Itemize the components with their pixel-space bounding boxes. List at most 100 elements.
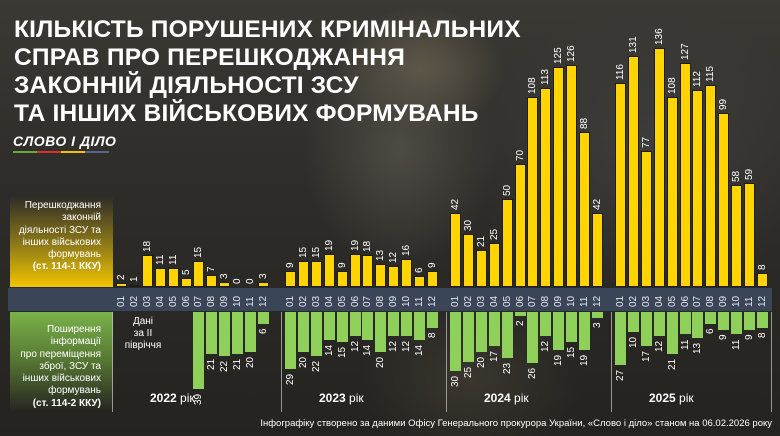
value-label: 9 [426, 262, 438, 269]
bar-114-1 [501, 199, 513, 287]
value-label: 11 [154, 254, 166, 265]
year-label: 2022 рік [150, 391, 195, 405]
value-label: 3 [257, 273, 269, 279]
value-label: 23 [501, 362, 513, 374]
bar-114-1 [705, 84, 717, 287]
value-label: 2 [116, 274, 127, 281]
title-line-3: ЗАКОННІЙ ДІЯЛЬНОСТІ ЗСУ [14, 72, 359, 99]
bar-114-1 [310, 260, 322, 287]
value-label: 9 [744, 334, 755, 340]
bar-114-2 [297, 312, 309, 352]
legend-text: законній [61, 212, 101, 224]
bar-114-1 [514, 163, 526, 287]
bar-114-2 [349, 312, 361, 336]
value-label: 8 [426, 332, 438, 338]
value-label: 9 [285, 262, 296, 269]
value-label: 29 [285, 374, 296, 386]
month-label: 03 [310, 295, 322, 307]
bar-114-1 [180, 278, 192, 287]
value-label: 50 [501, 184, 513, 196]
bar-114-2 [679, 312, 691, 334]
legend-text: Поширення [47, 324, 101, 335]
month-label: 06 [679, 295, 691, 307]
title-line-4: ТА ІНШИХ ВІЙСЬКОВИХ ФОРМУВАНЬ [14, 100, 479, 127]
bar-114-2 [245, 312, 256, 352]
bar-114-2 [388, 312, 400, 336]
value-label: 11 [679, 339, 691, 350]
value-label: 7 [206, 266, 218, 272]
page-title: КІЛЬКІСТЬ ПОРУШЕНИХ КРИМІНАЛЬНИХ СПРАВ П… [14, 16, 521, 128]
value-label: 17 [640, 350, 652, 362]
value-label: 115 [705, 65, 717, 82]
value-label: 113 [540, 69, 552, 86]
value-label: 18 [141, 241, 153, 253]
month-label: 01 [450, 295, 461, 307]
month-label: 08 [705, 295, 717, 307]
month-label: 01 [285, 295, 296, 307]
month-label: 07 [193, 295, 205, 307]
value-label: 12 [653, 340, 665, 352]
month-label: 11 [579, 296, 590, 307]
month-label: 03 [141, 295, 153, 307]
bar-114-1 [679, 63, 691, 287]
value-label: 15 [297, 246, 309, 258]
legend-text: зброї, ЗСУ та [39, 360, 101, 372]
value-label: 127 [679, 43, 691, 61]
month-label: 04 [488, 295, 500, 307]
bar-114-1 [591, 213, 603, 287]
value-label: 10 [627, 336, 639, 348]
bar-114-2 [193, 312, 205, 390]
legend-text: інформації [50, 336, 101, 348]
value-label: 12 [540, 340, 552, 352]
value-label: 9 [336, 262, 348, 269]
value-label: 9 [718, 334, 730, 340]
value-label: 59 [744, 169, 755, 181]
bar-114-2 [501, 312, 513, 358]
month-label: 01 [116, 295, 127, 307]
bar-114-1 [744, 183, 755, 287]
year-divider [446, 312, 447, 412]
month-label: 02 [627, 295, 639, 307]
month-label: 09 [388, 295, 400, 307]
note-line: Дані [132, 316, 154, 327]
month-label: 07 [527, 295, 539, 307]
legend-article-114-1: Перешкоджання законній діяльності ЗСУ та… [10, 196, 113, 287]
legend-text: інших військових [22, 236, 101, 248]
month-label: 12 [756, 295, 768, 307]
bar-114-2 [666, 312, 678, 354]
value-label: 0 [232, 278, 244, 284]
value-label: 25 [488, 228, 500, 240]
legend-text: формувань [48, 249, 101, 261]
value-label: 39 [193, 394, 205, 406]
month-label: 07 [692, 295, 704, 307]
month-label: 06 [180, 295, 192, 307]
value-label: 20 [245, 356, 256, 368]
value-label: 20 [475, 356, 487, 368]
month-label: 04 [323, 295, 335, 307]
month-label: 01 [615, 295, 626, 307]
value-label: 30 [450, 376, 461, 388]
bar-114-2 [488, 312, 500, 346]
bar-114-1 [257, 281, 269, 287]
value-label: 27 [615, 370, 626, 382]
bar-114-1 [426, 271, 438, 287]
bar-114-1 [297, 260, 309, 287]
month-label: 11 [414, 296, 425, 307]
year-divider [611, 312, 612, 412]
value-label: 19 [579, 354, 590, 366]
value-label: 136 [653, 27, 665, 45]
bar-114-2 [627, 312, 639, 332]
value-label: 19 [553, 354, 565, 366]
bar-114-1 [193, 260, 205, 287]
bar-114-1 [640, 151, 652, 287]
source-footer: Інфографіку створено за даними Офісу Ген… [260, 418, 772, 429]
bar-114-1 [553, 67, 565, 287]
value-label: 1 [128, 276, 140, 282]
bar-114-1 [285, 271, 296, 287]
legend-text: діяльності ЗСУ та [18, 224, 101, 236]
bar-114-1 [475, 250, 487, 287]
legend-article-114-2: Поширення інформації про переміщення збр… [10, 312, 113, 412]
bar-114-2 [426, 312, 438, 328]
year-label: 2023 рік [319, 391, 364, 405]
month-label: 05 [666, 295, 678, 307]
